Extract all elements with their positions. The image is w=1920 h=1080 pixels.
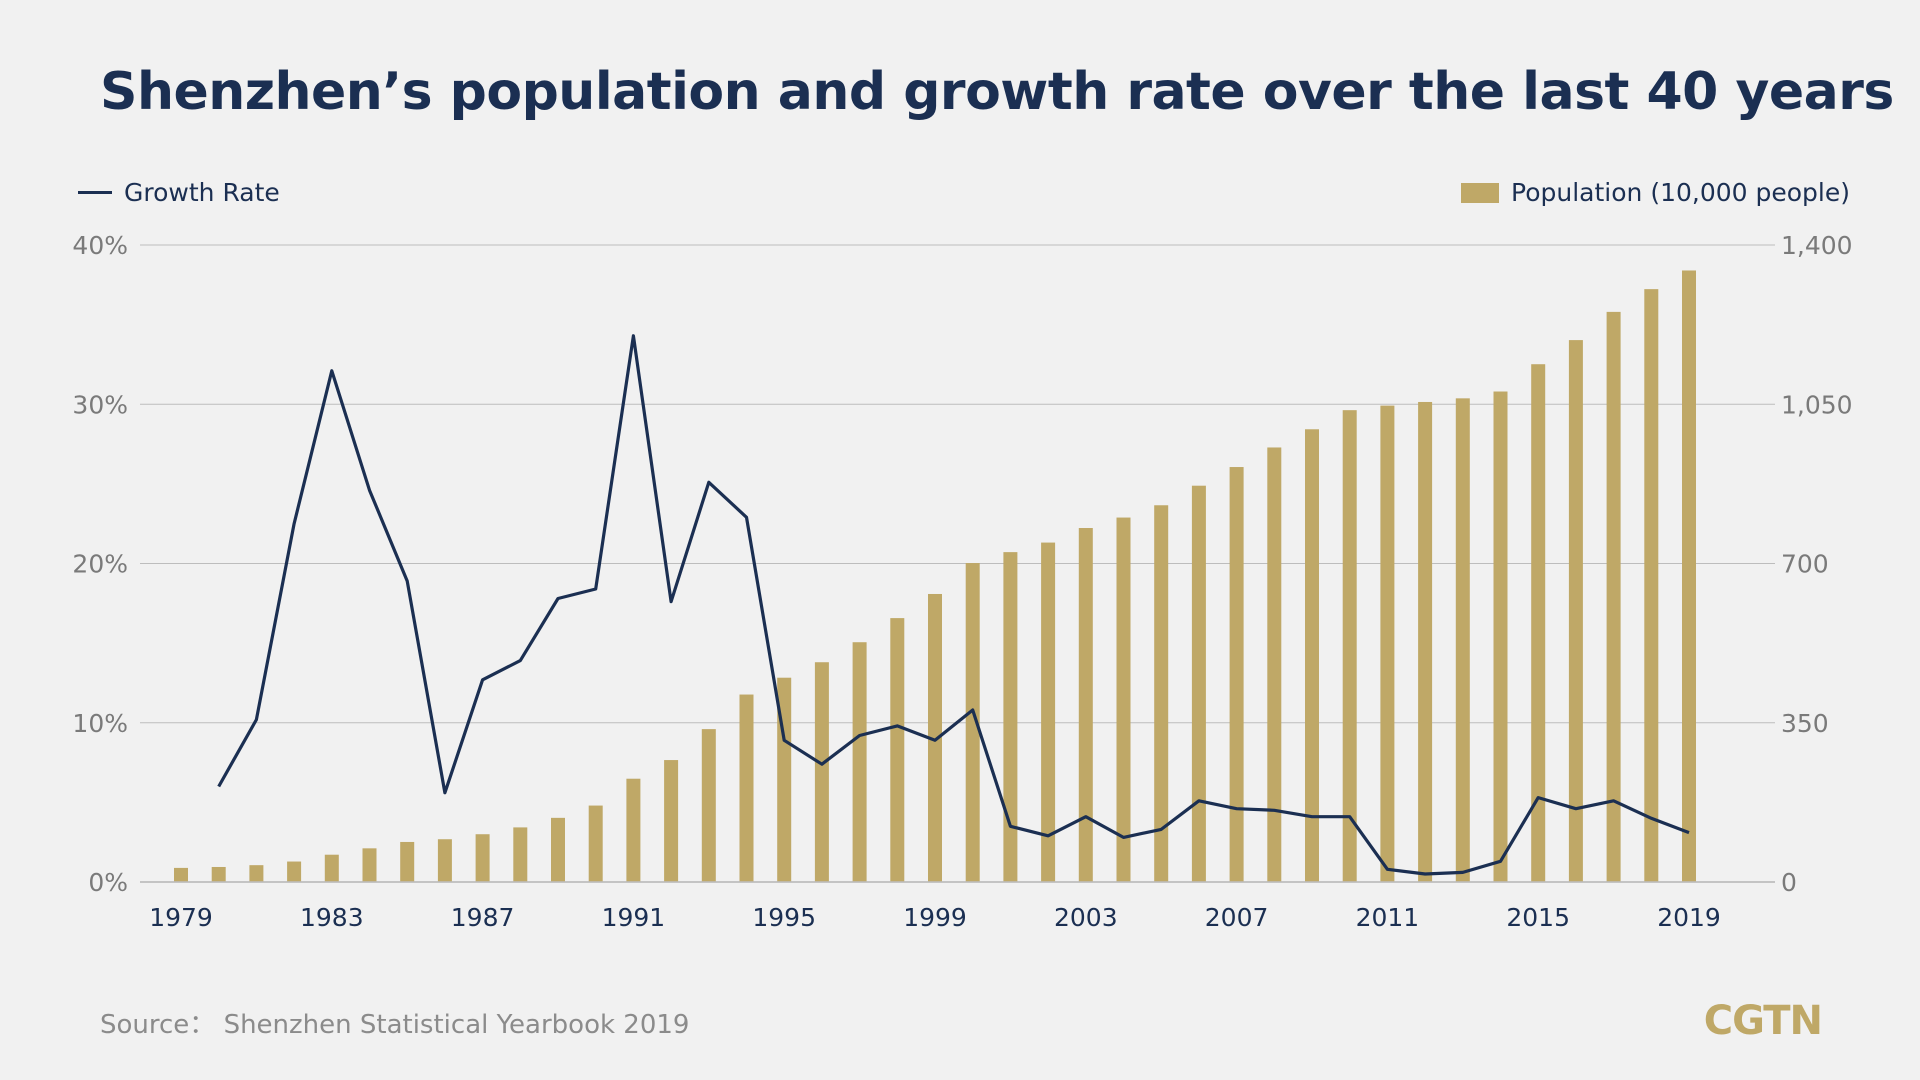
- population-bar: [1644, 289, 1659, 882]
- population-bar: [1191, 485, 1206, 882]
- population-bar: [1418, 401, 1433, 882]
- population-bar: [249, 865, 264, 882]
- population-bar: [890, 618, 905, 882]
- population-bar: [400, 841, 415, 882]
- x-tick-label: 2011: [1356, 903, 1420, 932]
- population-bar: [287, 861, 302, 882]
- y-right-tick-label: 1,400: [1781, 231, 1853, 260]
- legend-population-label: Population (10,000 people): [1511, 178, 1850, 207]
- y-left-tick-label: 0%: [88, 868, 128, 897]
- y-left-tick-label: 30%: [72, 390, 128, 419]
- line-swatch-icon: [78, 191, 112, 194]
- y-left-tick-label: 40%: [72, 231, 128, 260]
- population-bar: [1041, 542, 1056, 882]
- population-bar: [362, 848, 377, 882]
- population-bar: [626, 778, 641, 882]
- population-bar: [174, 867, 188, 882]
- population-bar: [1493, 391, 1508, 882]
- bar-swatch-icon: [1461, 182, 1500, 203]
- population-bar: [1267, 447, 1282, 882]
- population-bar: [1606, 311, 1621, 882]
- source-note: Source： Shenzhen Statistical Yearbook 20…: [100, 1010, 690, 1040]
- population-bar: [814, 662, 829, 882]
- population-bar: [1229, 467, 1244, 882]
- population-bar: [1078, 528, 1093, 882]
- population-bar: [1455, 398, 1470, 882]
- x-tick-label: 2007: [1205, 903, 1269, 932]
- cgtn-logo: CGTN: [1703, 998, 1823, 1044]
- x-tick-label: 2015: [1506, 903, 1570, 932]
- y-left-tick-label: 20%: [72, 550, 128, 579]
- population-bar: [1568, 340, 1583, 883]
- y-right-tick-label: 700: [1781, 550, 1829, 579]
- population-bar: [701, 729, 716, 882]
- x-tick-label: 1995: [752, 903, 816, 932]
- population-bar: [551, 817, 565, 882]
- x-tick-label: 1991: [602, 903, 666, 932]
- y-right-tick-label: 1,050: [1781, 390, 1853, 419]
- x-tick-label: 1987: [451, 903, 515, 932]
- growth-rate-line: [217, 334, 1690, 876]
- x-tick-label: 2003: [1054, 903, 1118, 932]
- population-bar: [324, 854, 339, 882]
- population-bar: [1003, 552, 1018, 882]
- population-bar: [1380, 405, 1395, 882]
- x-tick-label: 1979: [149, 903, 213, 932]
- population-bar: [1682, 270, 1696, 883]
- chart-title: Shenzhen’s population and growth rate ov…: [100, 62, 1894, 122]
- legend-growth-rate: Growth Rate: [78, 178, 280, 207]
- population-bar: [211, 866, 226, 882]
- population-bar: [1154, 505, 1169, 882]
- population-bar: [588, 805, 603, 882]
- population-bar: [513, 827, 528, 882]
- x-tick-label: 1983: [300, 903, 364, 932]
- population-bar: [739, 694, 754, 882]
- population-bar: [664, 760, 679, 882]
- y-left-tick-label: 10%: [72, 709, 128, 738]
- x-tick-label: 1999: [903, 903, 967, 932]
- legend-growth-label: Growth Rate: [124, 178, 280, 207]
- population-bar: [852, 642, 867, 882]
- population-bar: [965, 563, 980, 882]
- y-right-tick-label: 350: [1781, 709, 1829, 738]
- population-bar: [1116, 517, 1131, 882]
- x-tick-label: 2019: [1657, 903, 1721, 932]
- population-bar: [437, 839, 452, 882]
- population-bar: [928, 593, 942, 882]
- y-right-tick-label: 0: [1781, 868, 1797, 897]
- population-bar: [1531, 364, 1546, 883]
- population-bar: [475, 834, 490, 882]
- population-bar: [1342, 410, 1357, 882]
- population-bar: [1305, 429, 1319, 882]
- legend-population: Population (10,000 people): [1461, 178, 1850, 207]
